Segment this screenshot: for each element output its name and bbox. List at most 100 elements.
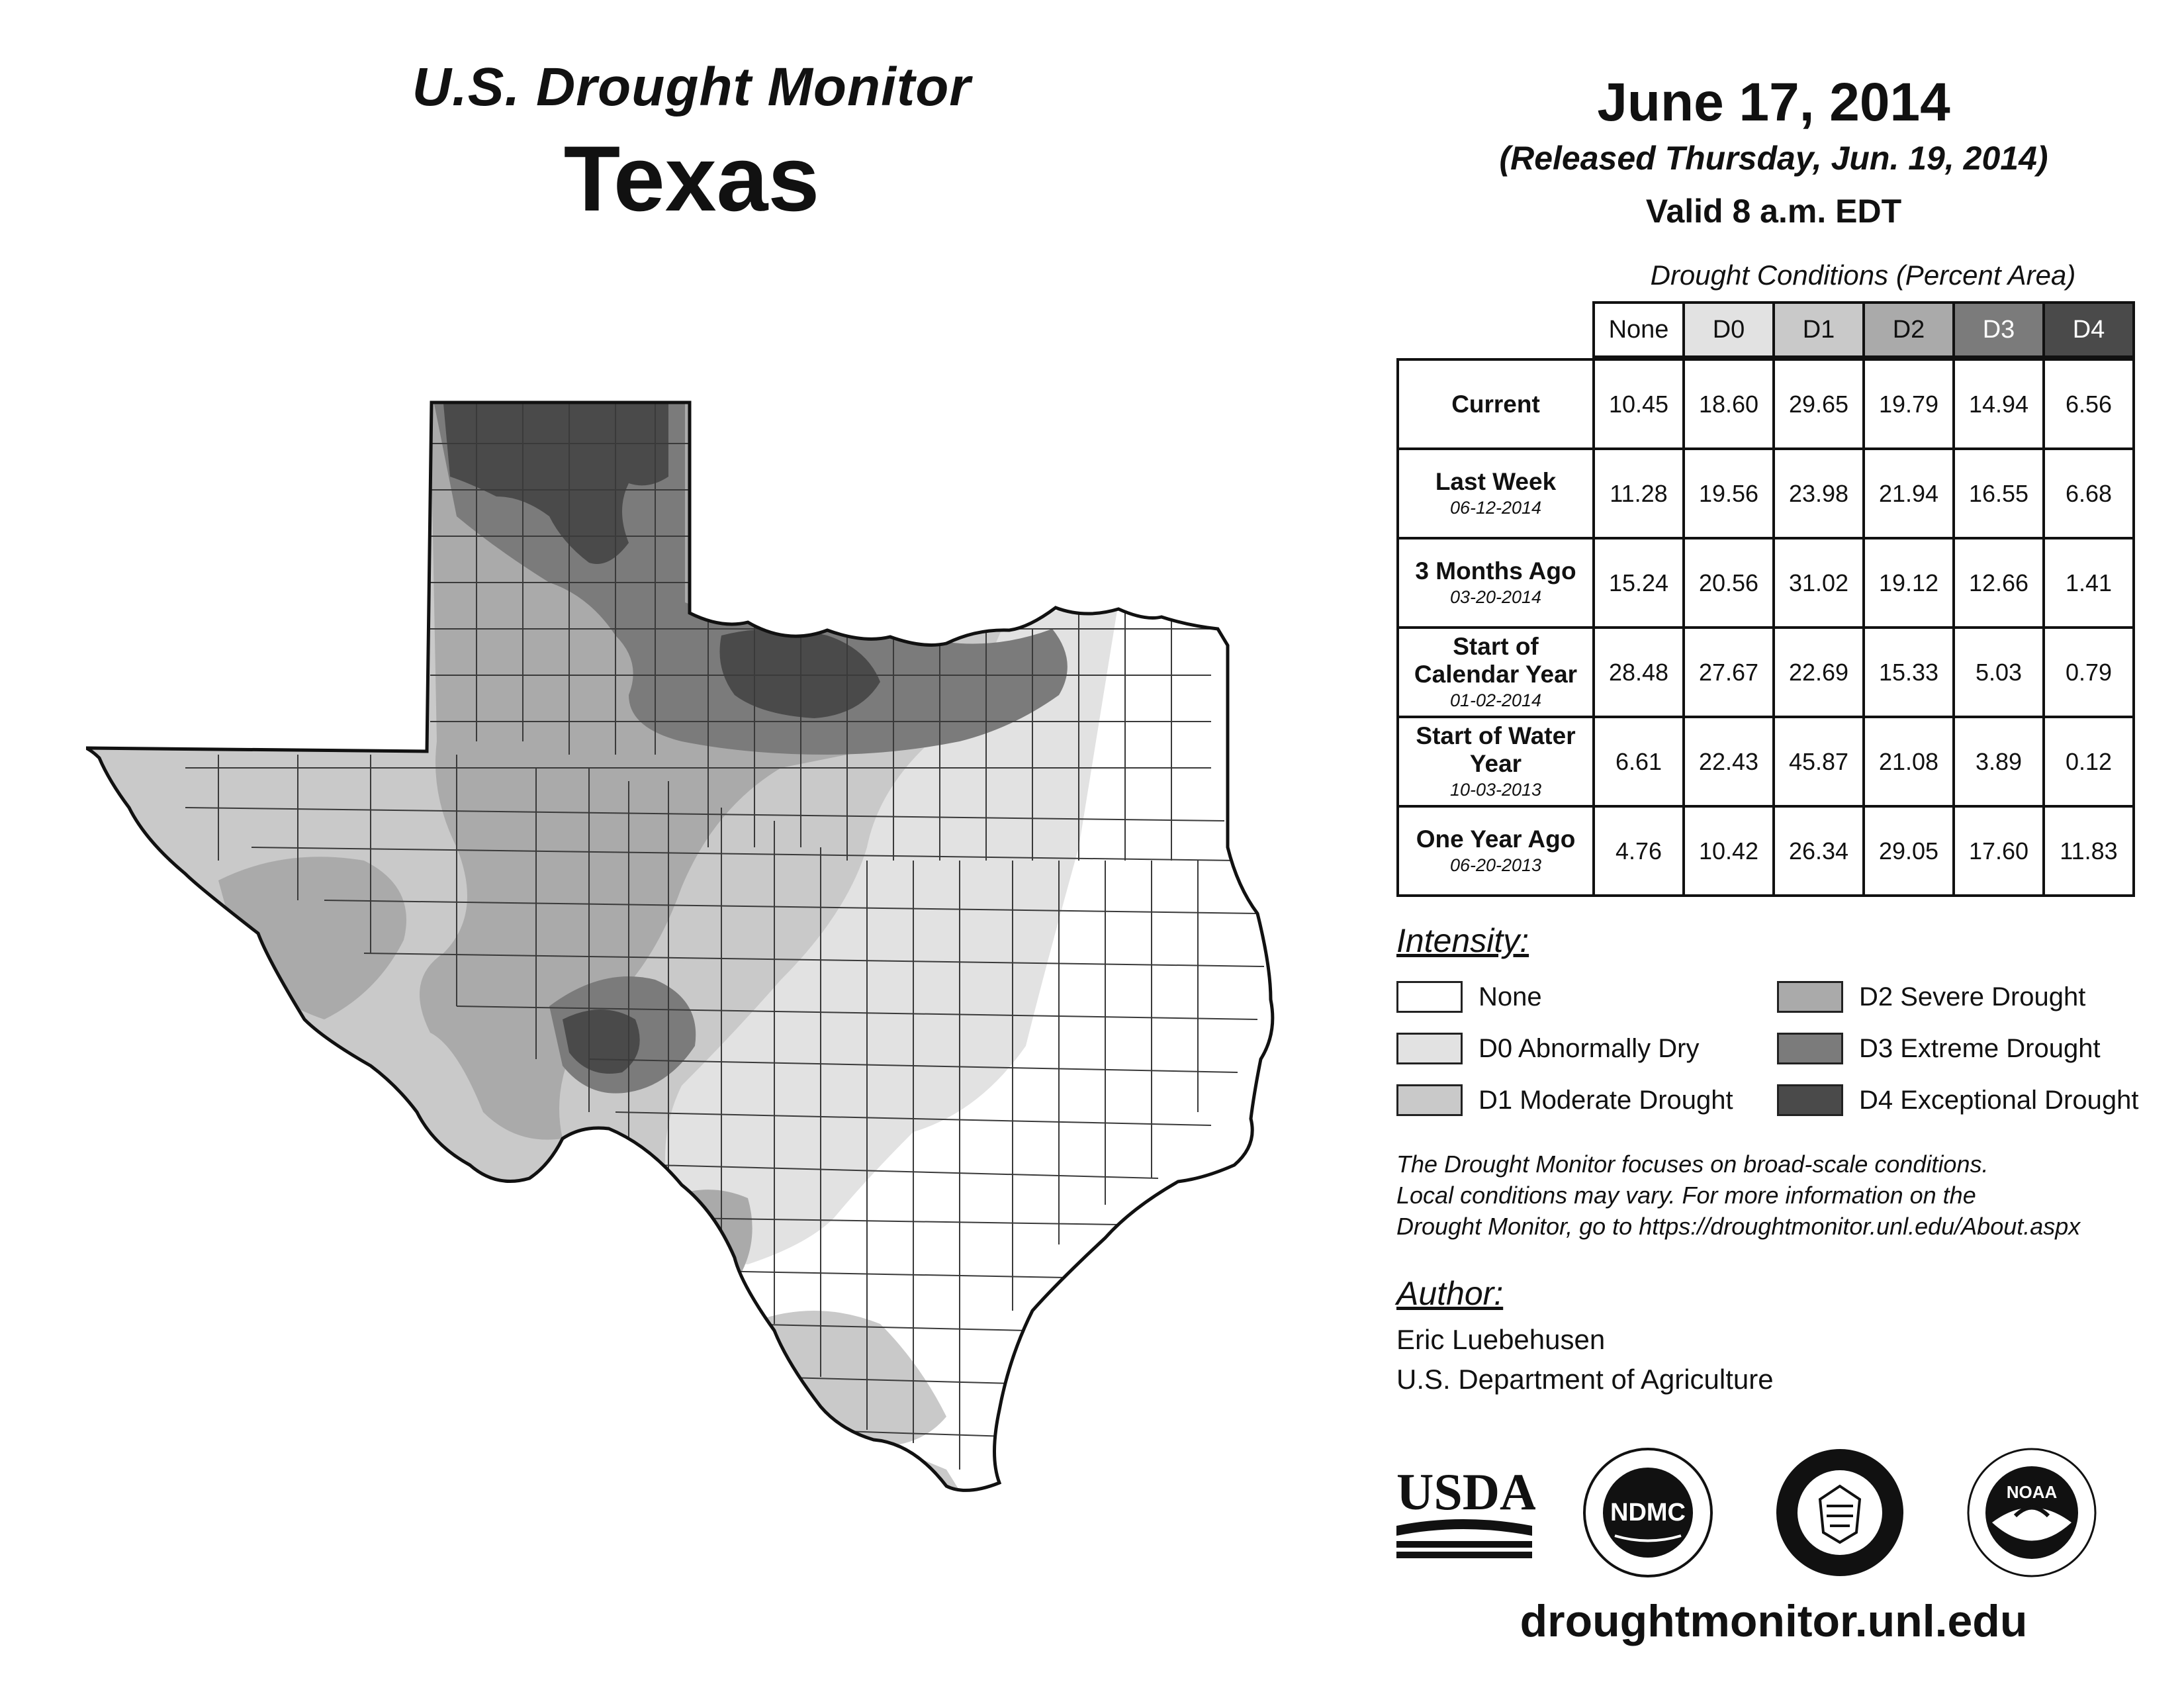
cell-value: 10.42 <box>1682 805 1775 897</box>
date-header: June 17, 2014 (Released Thursday, Jun. 1… <box>1410 71 2138 230</box>
map-header: U.S. Drought Monitor Texas <box>0 56 1383 232</box>
cell-value: 3.89 <box>1952 716 2045 808</box>
svg-text:NDMC: NDMC <box>1610 1499 1686 1526</box>
legend-item-d4: D4 Exceptional Drought <box>1777 1084 2138 1116</box>
cell-value: 45.87 <box>1772 716 1865 808</box>
cell-value: 14.94 <box>1952 358 2045 450</box>
cell-value: 4.76 <box>1592 805 1685 897</box>
author-org: U.S. Department of Agriculture <box>1396 1364 1774 1395</box>
drought-conditions-table: None D0 D1 D2 D3 D4 Current 10.45 18.60 … <box>1396 301 2135 897</box>
cell-value: 31.02 <box>1772 537 1865 629</box>
cell-value: 15.33 <box>1862 626 1955 718</box>
legend-swatch <box>1396 1084 1463 1116</box>
state-title: Texas <box>563 126 820 230</box>
cell-value: 12.66 <box>1952 537 2045 629</box>
legend-swatch <box>1777 981 1843 1013</box>
cell-value: 15.24 <box>1592 537 1685 629</box>
table-corner <box>1398 303 1594 357</box>
ndmc-logo: NDMC <box>1583 1448 1713 1577</box>
col-header-d0: D0 <box>1682 301 1775 358</box>
cell-value: 6.56 <box>2042 358 2135 450</box>
col-header-d1: D1 <box>1772 301 1865 358</box>
release-date: (Released Thursday, Jun. 19, 2014) <box>1499 140 2048 177</box>
author-title: Author: <box>1396 1275 1504 1312</box>
cell-value: 6.61 <box>1592 716 1685 808</box>
row-label: One Year Ago 06-20-2013 <box>1396 805 1595 897</box>
zone-d4-edwards <box>563 1009 640 1074</box>
cell-value: 20.56 <box>1682 537 1775 629</box>
table-gap <box>1398 357 2134 361</box>
table-row: Start of Calendar Year 01-02-2014 28.48 2… <box>1396 626 2135 718</box>
cell-value: 19.12 <box>1862 537 1955 629</box>
cell-value: 21.08 <box>1862 716 1955 808</box>
col-header-d2: D2 <box>1862 301 1955 358</box>
usda-logo-text: USDA <box>1396 1463 1535 1521</box>
cell-value: 22.69 <box>1772 626 1865 718</box>
col-header-d3: D3 <box>1952 301 2045 358</box>
cell-value: 18.60 <box>1682 358 1775 450</box>
cell-value: 6.68 <box>2042 447 2135 539</box>
usda-logo: USDA <box>1396 1463 1535 1558</box>
legend-item-d2: D2 Severe Drought <box>1777 981 2085 1013</box>
legend-item-d3: D3 Extreme Drought <box>1777 1033 2101 1064</box>
legend-title: Intensity: <box>1396 922 1529 959</box>
table-row: Current 10.45 18.60 29.65 19.79 14.94 6.… <box>1396 358 2135 450</box>
cell-value: 27.67 <box>1682 626 1775 718</box>
row-date: 01-02-2014 <box>1449 690 1542 710</box>
table-row: Last Week 06-12-2014 11.28 19.56 23.98 21… <box>1396 447 2135 539</box>
cell-value: 0.79 <box>2042 626 2135 718</box>
county-lines <box>185 402 1265 1470</box>
table-title: Drought Conditions (Percent Area) <box>1650 259 2076 291</box>
table-row: One Year Ago 06-20-2013 4.76 10.42 26.34 … <box>1396 805 2135 897</box>
row-label: Start of Calendar Year 01-02-2014 <box>1396 626 1595 718</box>
svg-text:NOAA: NOAA <box>2007 1482 2058 1502</box>
row-date: 03-20-2014 <box>1449 586 1542 607</box>
map-subtitle: U.S. Drought Monitor <box>412 57 972 117</box>
valid-time: Valid 8 a.m. EDT <box>1645 193 1902 230</box>
cell-value: 21.94 <box>1862 447 1955 539</box>
zone-d4-rolling-plains <box>719 629 880 718</box>
legend-swatch <box>1396 981 1463 1013</box>
legend-item-d1: D1 Moderate Drought <box>1396 1084 1733 1116</box>
cell-value: 11.83 <box>2042 805 2135 897</box>
cell-value: 22.43 <box>1682 716 1775 808</box>
author-name: Eric Luebehusen <box>1396 1324 1606 1355</box>
legend-swatch <box>1777 1084 1843 1116</box>
col-header-none: None <box>1592 301 1685 358</box>
cell-value: 16.55 <box>1952 447 2045 539</box>
legend-item-none: None <box>1396 981 1542 1013</box>
map-date: June 17, 2014 <box>1597 72 1950 132</box>
cell-value: 28.48 <box>1592 626 1685 718</box>
row-date: 06-12-2014 <box>1449 497 1542 518</box>
cell-value: 0.12 <box>2042 716 2135 808</box>
row-label: Current <box>1396 358 1595 450</box>
texas-drought-map <box>86 384 1317 1549</box>
cell-value: 29.65 <box>1772 358 1865 450</box>
table-row: Start of Water Year 10-03-2013 6.61 22.43… <box>1396 716 2135 808</box>
noaa-logo: NOAA <box>1967 1448 2097 1577</box>
legend-item-d0: D0 Abnormally Dry <box>1396 1033 1699 1064</box>
cell-value: 23.98 <box>1772 447 1865 539</box>
disclaimer-note: The Drought Monitor focuses on broad-sca… <box>1396 1150 2081 1240</box>
row-label: 3 Months Ago 03-20-2014 <box>1396 537 1595 629</box>
cell-value: 10.45 <box>1592 358 1685 450</box>
row-label: Last Week 06-12-2014 <box>1396 447 1595 539</box>
cell-value: 19.79 <box>1862 358 1955 450</box>
row-date: 06-20-2013 <box>1449 855 1542 875</box>
col-header-d4: D4 <box>2042 301 2135 358</box>
table-header-row: None D0 D1 D2 D3 D4 <box>1398 301 2135 358</box>
commerce-seal <box>1776 1449 1903 1576</box>
cell-value: 29.05 <box>1862 805 1955 897</box>
cell-value: 11.28 <box>1592 447 1685 539</box>
cell-value: 17.60 <box>1952 805 2045 897</box>
cell-value: 19.56 <box>1682 447 1775 539</box>
legend-swatch <box>1777 1033 1843 1064</box>
cell-value: 1.41 <box>2042 537 2135 629</box>
row-date: 10-03-2013 <box>1449 779 1542 800</box>
legend-swatch <box>1396 1033 1463 1064</box>
table-row: 3 Months Ago 03-20-2014 15.24 20.56 31.02… <box>1396 537 2135 629</box>
cell-value: 26.34 <box>1772 805 1865 897</box>
row-label: Start of Water Year 10-03-2013 <box>1396 716 1595 808</box>
cell-value: 5.03 <box>1952 626 2045 718</box>
site-url[interactable]: droughtmonitor.unl.edu <box>1520 1596 2028 1646</box>
